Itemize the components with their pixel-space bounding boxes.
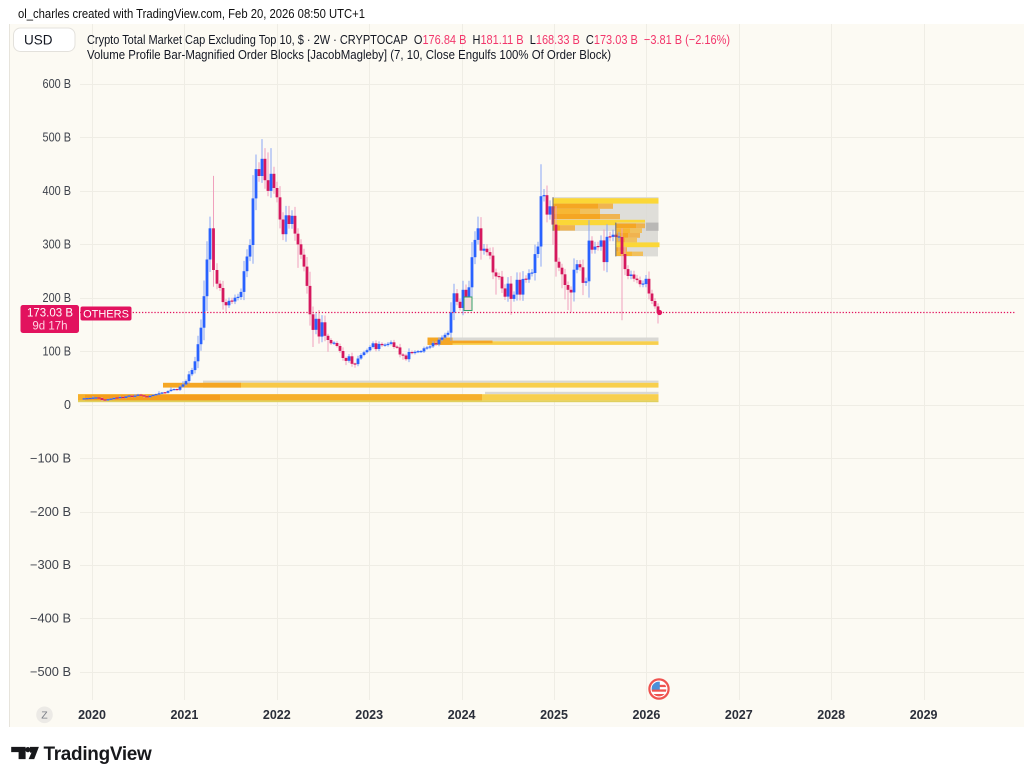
- svg-text:USD: USD: [24, 33, 53, 48]
- svg-text:2026: 2026: [632, 708, 660, 722]
- svg-text:400 B: 400 B: [43, 184, 72, 198]
- svg-text:2023: 2023: [355, 708, 383, 722]
- svg-text:2024: 2024: [448, 708, 476, 722]
- svg-text:2021: 2021: [170, 708, 198, 722]
- svg-text:−500 B: −500 B: [30, 665, 71, 679]
- svg-text:2022: 2022: [263, 708, 291, 722]
- svg-text:200 B: 200 B: [43, 291, 72, 305]
- svg-text:−400 B: −400 B: [30, 612, 71, 626]
- svg-text:2029: 2029: [910, 708, 938, 722]
- svg-text:−100 B: −100 B: [30, 451, 71, 465]
- svg-text:100 B: 100 B: [43, 344, 72, 358]
- svg-text:2028: 2028: [817, 708, 845, 722]
- svg-text:2020: 2020: [78, 708, 106, 722]
- svg-text:Crypto Total Market Cap Exclud: Crypto Total Market Cap Excluding Top 10…: [87, 32, 730, 47]
- svg-text:173.03 B: 173.03 B: [27, 308, 73, 320]
- svg-text:TradingView: TradingView: [44, 743, 153, 765]
- svg-text:300 B: 300 B: [43, 238, 72, 252]
- svg-text:OTHERS: OTHERS: [83, 308, 129, 320]
- svg-text:ol_charles created with Tradin: ol_charles created with TradingView.com,…: [18, 7, 365, 21]
- svg-text:0: 0: [64, 398, 71, 412]
- svg-text:−200 B: −200 B: [30, 505, 71, 519]
- svg-text:600 B: 600 B: [43, 77, 72, 91]
- svg-text:Z: Z: [41, 710, 48, 722]
- svg-text:2027: 2027: [725, 708, 753, 722]
- svg-text:500 B: 500 B: [43, 131, 72, 145]
- svg-text:2025: 2025: [540, 708, 568, 722]
- svg-text:Volume Profile Bar-Magnified O: Volume Profile Bar-Magnified Order Block…: [87, 47, 611, 62]
- svg-text:9d 17h: 9d 17h: [32, 321, 67, 333]
- svg-text:−300 B: −300 B: [30, 558, 71, 572]
